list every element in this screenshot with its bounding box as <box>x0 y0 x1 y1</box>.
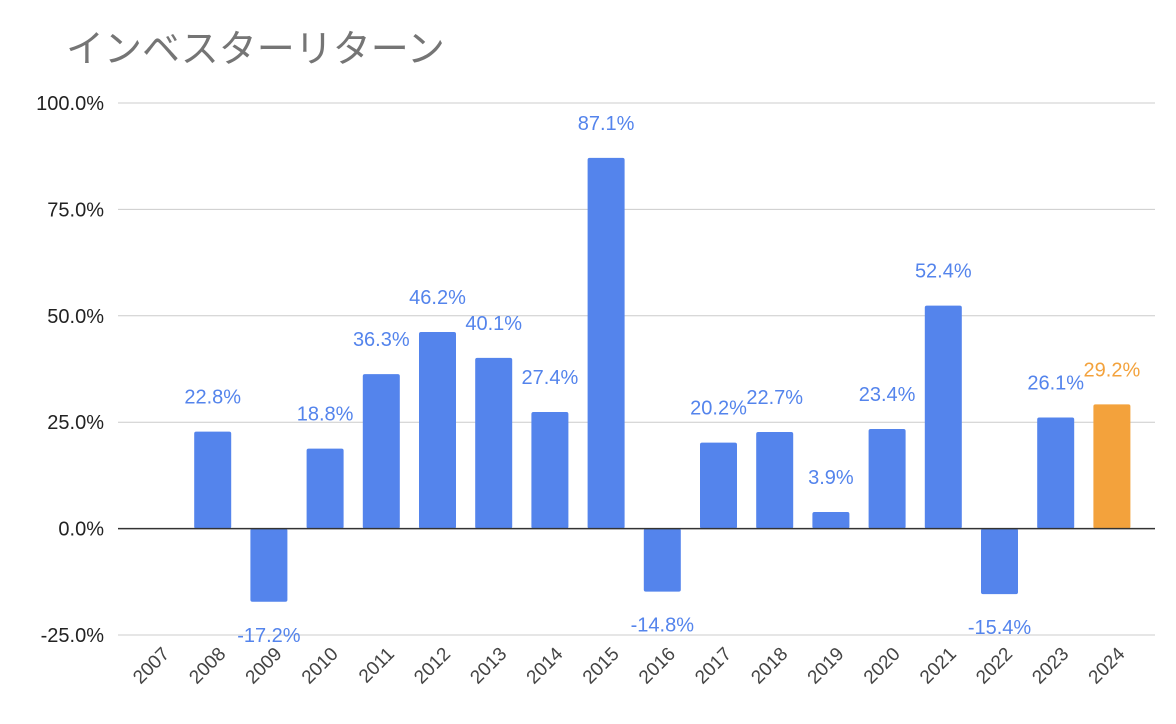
bar-2008 <box>194 431 232 529</box>
data-label-2016: -14.8% <box>631 615 695 637</box>
data-label-2023: 26.1% <box>1027 373 1084 395</box>
x-tick-label-2021: 2021 <box>916 644 961 689</box>
axes: 100.0% 75.0% 50.0% 25.0% 0.0% -25.0% <box>36 93 1155 647</box>
x-tick-label-2012: 2012 <box>410 644 455 689</box>
bar-2014 <box>531 411 569 529</box>
data-label-2011: 36.3% <box>353 329 410 351</box>
x-tick-label-2009: 2009 <box>242 644 287 689</box>
data-label-2009: -17.2% <box>237 625 301 647</box>
bar-2019 <box>812 512 850 529</box>
bar-2023 <box>1037 417 1075 529</box>
bar-2011 <box>362 374 400 529</box>
bar-2024 <box>1093 404 1131 529</box>
data-label-2024: 29.2% <box>1084 359 1141 381</box>
x-tick-label-2019: 2019 <box>804 644 849 689</box>
data-label-2022: -15.4% <box>968 617 1032 639</box>
bar-2009 <box>250 528 288 602</box>
y-tick-label: 75.0% <box>47 199 104 221</box>
grid-lines <box>118 102 1155 636</box>
x-tick-label-2007: 2007 <box>129 644 174 689</box>
x-tick-label-2020: 2020 <box>860 644 905 689</box>
y-tick-label: 50.0% <box>47 306 104 328</box>
data-label-2010: 18.8% <box>297 404 354 426</box>
bar-2018 <box>756 431 794 529</box>
y-tick-label: 25.0% <box>47 412 104 434</box>
x-tick-label-2008: 2008 <box>185 644 230 689</box>
bar-2020 <box>868 429 906 529</box>
x-tick-label-2016: 2016 <box>635 644 680 689</box>
bar-2022 <box>981 528 1018 595</box>
labels: 22.8% -17.2% 18.8% 36.3% 46.2% 40.1% 27.4% 87.1… <box>129 113 1140 689</box>
x-tick-label-2023: 2023 <box>1028 644 1073 689</box>
data-label-2017: 20.2% <box>690 398 747 420</box>
x-tick-label-2018: 2018 <box>747 644 792 689</box>
x-tick-label-2010: 2010 <box>298 644 343 689</box>
bar-2015 <box>587 157 625 529</box>
x-tick-label-2022: 2022 <box>972 644 1017 689</box>
x-tick-label-2013: 2013 <box>466 644 511 689</box>
data-label-2018: 22.7% <box>746 387 803 409</box>
x-tick-label-2014: 2014 <box>523 643 568 688</box>
bar-2010 <box>306 448 344 529</box>
x-tick-label-2015: 2015 <box>579 644 624 689</box>
data-label-2020: 23.4% <box>859 384 916 406</box>
y-tick-label: -25.0% <box>41 625 105 647</box>
data-label-2012: 46.2% <box>409 287 466 309</box>
bars <box>194 157 1131 602</box>
x-tick-label-2011: 2011 <box>355 644 399 688</box>
bar-2021 <box>924 305 962 529</box>
data-label-2014: 27.4% <box>522 367 579 389</box>
x-tick-label-2024: 2024 <box>1085 643 1130 688</box>
bar-2016 <box>643 528 681 592</box>
data-label-2019: 3.9% <box>808 467 854 489</box>
data-label-2015: 87.1% <box>578 113 635 135</box>
bar-2013 <box>475 357 513 529</box>
y-tick-label: 0.0% <box>58 519 104 541</box>
bar-2017 <box>700 442 737 529</box>
bar-2012 <box>419 331 456 529</box>
data-label-2021: 52.4% <box>915 261 972 283</box>
data-label-2008: 22.8% <box>184 387 241 409</box>
y-tick-label: 100.0% <box>36 93 104 115</box>
data-label-2013: 40.1% <box>465 313 522 335</box>
x-tick-label-2017: 2017 <box>691 644 736 689</box>
chart-title: インベスターリターン <box>66 27 445 71</box>
